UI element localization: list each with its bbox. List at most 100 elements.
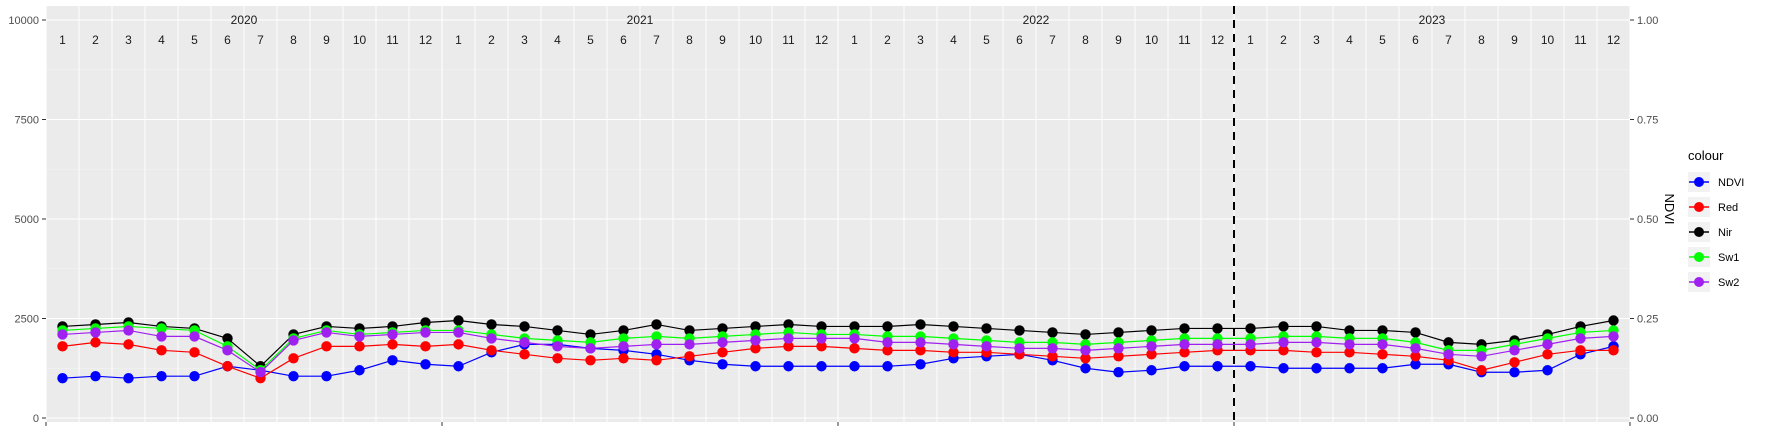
y-tick-label: 2500	[15, 314, 39, 326]
month-label: 2	[884, 33, 891, 47]
data-point-sw2	[816, 333, 827, 344]
data-point-ndvi	[1311, 363, 1322, 374]
month-label: 4	[158, 33, 165, 47]
y2-tick-label: 1.00	[1637, 15, 1658, 27]
data-point-ndvi	[1080, 363, 1091, 374]
data-point-sw2	[783, 333, 794, 344]
y2-axis-title: NDVI	[1662, 193, 1677, 224]
month-label: 1	[455, 33, 462, 47]
data-point-red	[948, 347, 959, 358]
data-point-red	[1179, 347, 1190, 358]
data-point-sw2	[1245, 339, 1256, 350]
month-label: 3	[521, 33, 528, 47]
month-label: 11	[386, 33, 399, 47]
y2-tick-label: 0.75	[1637, 115, 1658, 127]
y2-tick-label: 0.50	[1637, 214, 1658, 226]
data-point-red	[354, 341, 365, 352]
month-label: 10	[1145, 33, 1159, 47]
data-point-sw2	[618, 341, 629, 352]
data-point-nir	[618, 325, 629, 336]
data-point-nir	[1344, 325, 1355, 336]
data-point-nir	[948, 321, 959, 332]
month-label: 4	[950, 33, 957, 47]
data-point-nir	[1443, 337, 1454, 348]
data-point-ndvi	[189, 371, 200, 382]
data-point-red	[420, 341, 431, 352]
month-label: 9	[323, 33, 330, 47]
data-point-red	[1278, 345, 1289, 356]
legend-label-red: Red	[1718, 202, 1738, 214]
month-label: 9	[1511, 33, 1518, 47]
legend-key-point-ndvi	[1694, 177, 1704, 187]
month-label: 10	[353, 33, 367, 47]
data-point-ndvi	[57, 373, 68, 384]
data-point-sw2	[948, 339, 959, 350]
data-point-sw2	[585, 343, 596, 354]
data-point-sw2	[387, 329, 398, 340]
data-point-ndvi	[156, 371, 167, 382]
data-point-nir	[1311, 321, 1322, 332]
data-point-red	[1509, 357, 1520, 368]
data-point-sw2	[222, 345, 233, 356]
data-point-nir	[1146, 325, 1157, 336]
data-point-sw2	[1443, 349, 1454, 360]
month-label: 6	[620, 33, 627, 47]
data-point-red	[156, 345, 167, 356]
data-point-sw2	[651, 339, 662, 350]
data-point-sw1	[156, 323, 167, 334]
y2-tick-label: 0.00	[1637, 413, 1658, 425]
data-point-sw2	[750, 335, 761, 346]
data-point-sw2	[156, 331, 167, 342]
data-point-nir	[420, 317, 431, 328]
year-label-2023: 2023	[1419, 13, 1446, 27]
data-point-nir	[1113, 327, 1124, 338]
legend-key-point-sw2	[1694, 277, 1704, 287]
data-point-red	[915, 345, 926, 356]
data-point-red	[321, 341, 332, 352]
year-label-2021: 2021	[627, 13, 654, 27]
data-point-red	[552, 353, 563, 364]
data-point-sw2	[1542, 339, 1553, 350]
data-point-red	[486, 345, 497, 356]
data-point-ndvi	[717, 359, 728, 370]
legend-key-point-sw1	[1694, 252, 1704, 262]
legend-key-point-nir	[1694, 227, 1704, 237]
month-label: 1	[1247, 33, 1254, 47]
legend-label-nir: Nir	[1718, 227, 1732, 239]
data-point-ndvi	[1410, 359, 1421, 370]
series-line-red	[62, 341, 1614, 379]
data-point-nir	[552, 325, 563, 336]
data-point-nir	[1377, 325, 1388, 336]
month-label: 8	[686, 33, 693, 47]
series-line-sw1	[62, 325, 1614, 372]
month-label: 12	[815, 33, 829, 47]
data-point-red	[1542, 349, 1553, 360]
month-label: 1	[59, 33, 66, 47]
data-point-ndvi	[90, 371, 101, 382]
data-point-nir	[222, 333, 233, 344]
month-label: 11	[782, 33, 795, 47]
month-label: 11	[1574, 33, 1587, 47]
data-point-sw2	[420, 327, 431, 338]
data-point-nir	[684, 325, 695, 336]
month-label: 3	[125, 33, 132, 47]
year-label-2020: 2020	[231, 13, 258, 27]
data-point-ndvi	[1245, 361, 1256, 372]
data-point-ndvi	[321, 371, 332, 382]
data-point-nir	[1047, 327, 1058, 338]
data-point-sw2	[1476, 351, 1487, 362]
month-label: 8	[290, 33, 297, 47]
data-point-ndvi	[849, 361, 860, 372]
data-point-red	[387, 339, 398, 350]
data-point-red	[651, 355, 662, 366]
data-point-nir	[453, 315, 464, 326]
data-point-nir	[1608, 315, 1619, 326]
data-point-nir	[750, 321, 761, 332]
data-point-sw2	[1377, 339, 1388, 350]
data-point-red	[123, 339, 134, 350]
year-label-2022: 2022	[1023, 13, 1050, 27]
month-label: 7	[653, 33, 660, 47]
data-point-sw2	[519, 337, 530, 348]
data-point-nir	[1014, 325, 1025, 336]
